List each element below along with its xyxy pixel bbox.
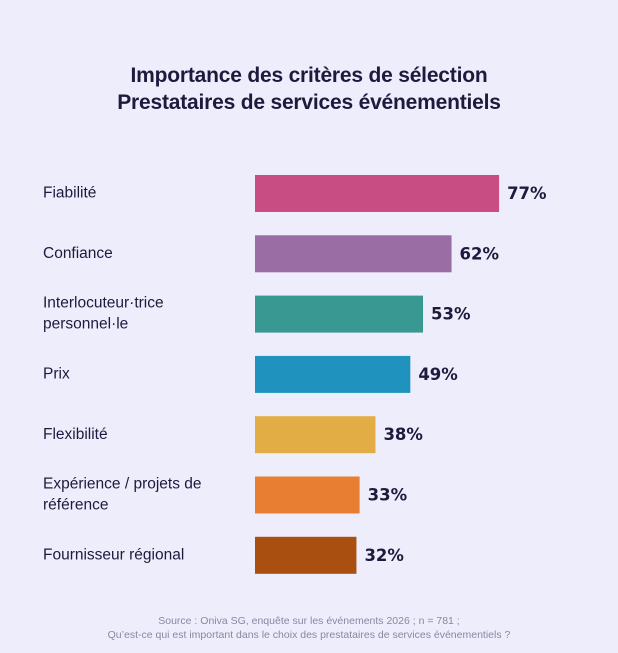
bar-chart: Fiabilité 77% Confiance 62% Interlocuteur·tr… <box>43 175 547 574</box>
bar <box>255 295 424 333</box>
bar <box>255 355 411 393</box>
source-line-2: Qu’est-ce qui est important dans le choi… <box>107 629 511 641</box>
bar <box>255 536 357 574</box>
value-label: 49% <box>418 365 458 384</box>
category-label: Interlocuteur·trice <box>43 295 164 312</box>
bar <box>255 476 360 514</box>
category-label: Confiance <box>43 245 113 262</box>
value-label: 53% <box>431 305 471 324</box>
value-label: 62% <box>460 244 500 263</box>
bar <box>255 235 452 273</box>
category-label: personnel·le <box>43 316 128 333</box>
bar <box>255 416 376 454</box>
chart-title: Importance des critères de sélection Pre… <box>0 62 618 116</box>
chart-title-line-1: Importance des critères de sélection <box>130 64 488 87</box>
category-label: Flexibilité <box>43 426 108 443</box>
value-label: 38% <box>383 425 423 444</box>
source-note: Source : Oniva SG, enquête sur les événe… <box>0 614 618 642</box>
value-label: 77% <box>507 184 547 203</box>
source-line-1: Source : Oniva SG, enquête sur les événe… <box>158 615 460 627</box>
value-label: 33% <box>368 486 408 505</box>
category-label: Prix <box>43 365 70 382</box>
category-label: Fournisseur régional <box>43 546 184 563</box>
category-label: référence <box>43 497 108 514</box>
chart-subtitle-line-2: Prestataires de services événementiels <box>117 91 501 114</box>
value-label: 32% <box>364 546 404 565</box>
category-label: Fiabilité <box>43 185 96 202</box>
bar <box>255 175 500 212</box>
category-label: Expérience / projets de <box>43 476 202 493</box>
